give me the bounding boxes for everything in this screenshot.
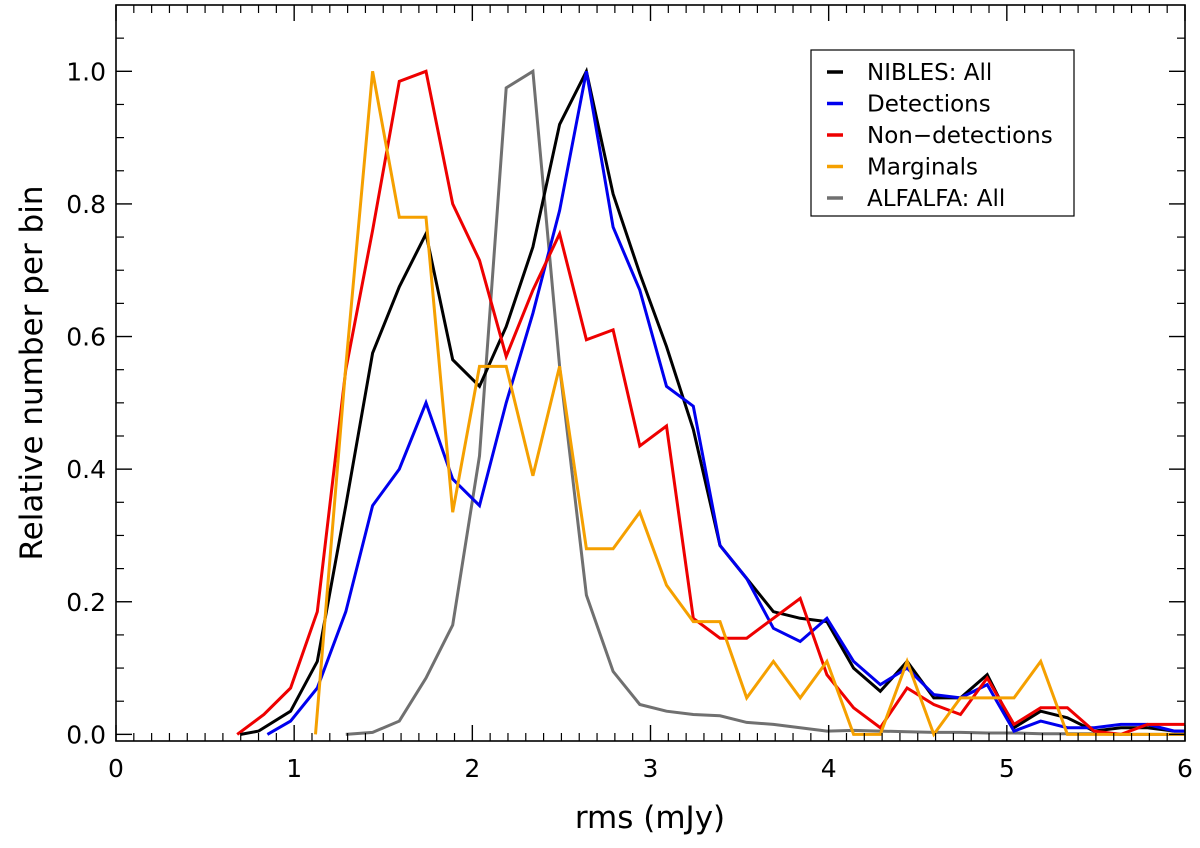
x-tick-label: 1 [286, 754, 302, 783]
y-tick-labels: 0.0 0.2 0.4 0.6 0.8 1.0 [66, 57, 106, 749]
legend-item-nibles-all: NIBLES: All [827, 60, 992, 86]
series-line-detections [266, 71, 1185, 736]
y-tick-label: 0.4 [66, 455, 106, 484]
legend-label: NIBLES: All [867, 60, 992, 86]
y-axis-label: Relative number per bin [14, 186, 50, 561]
y-tick-label: 0.8 [66, 190, 106, 219]
legend-label: ALFALFA: All [867, 186, 1005, 212]
y-tick-label: 0.2 [66, 588, 106, 617]
x-tick-label: 0 [108, 754, 124, 783]
y-tick-label: 0.6 [66, 323, 106, 352]
legend-box [810, 49, 1075, 217]
series-line-non-detections [236, 69, 1185, 736]
legend-item-marginals: Marginals [827, 155, 978, 181]
y-tick-label: 1.0 [66, 57, 106, 86]
tick-layer [115, 5, 1186, 741]
x-tick-label: 5 [999, 754, 1015, 783]
legend-label: Detections [867, 92, 991, 118]
legend-label: Marginals [867, 155, 978, 181]
x-axis-label: rms (mJy) [575, 800, 725, 836]
x-tick-labels: 0 1 2 3 4 5 6 [108, 754, 1193, 783]
x-tick-label: 2 [464, 754, 480, 783]
legend-label: Non−detections [867, 123, 1053, 149]
series-line-alfalfa-all [345, 68, 1185, 736]
y-tick-label: 0.0 [66, 720, 106, 749]
legend-item-alfalfa-all: ALFALFA: All [827, 186, 1005, 212]
series-line-marginals [314, 71, 1185, 738]
legend-item-non-detections: Non−detections [827, 123, 1053, 149]
x-tick-label: 6 [1177, 754, 1193, 783]
x-tick-label: 4 [821, 754, 837, 783]
legend-item-detections: Detections [827, 92, 991, 118]
series-layer [236, 66, 1185, 738]
legend: NIBLES: All Detections Non−detections Margi… [810, 49, 1075, 217]
x-tick-label: 3 [643, 754, 659, 783]
legend-items: NIBLES: All Detections Non−detections Margi… [827, 60, 1053, 212]
